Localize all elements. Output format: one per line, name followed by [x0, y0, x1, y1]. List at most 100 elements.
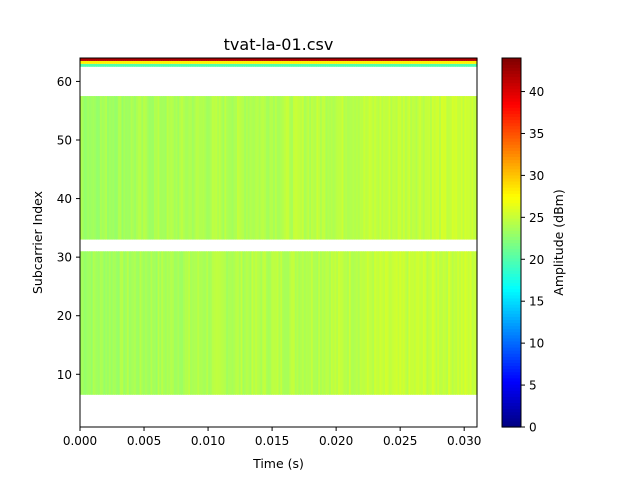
colorbar-segment — [502, 70, 521, 74]
heatmap-cell — [417, 63, 420, 67]
colorbar-segment — [502, 220, 521, 225]
heatmap-cell — [440, 58, 444, 61]
heatmap-cell — [125, 58, 128, 61]
heatmap-cell — [467, 60, 471, 64]
heatmap-cell — [110, 63, 114, 67]
heatmap-cell — [442, 60, 446, 64]
heatmap-cell — [139, 251, 142, 395]
heatmap-cell — [92, 60, 96, 64]
heatmap-cell — [419, 251, 422, 395]
heatmap-cell — [354, 58, 357, 61]
heatmap-cell — [108, 63, 112, 67]
heatmap-cell — [325, 251, 328, 395]
heatmap-cell — [108, 251, 112, 395]
colorbar-segment — [502, 414, 521, 419]
colorbar-segment — [502, 322, 521, 327]
heatmap-cell — [368, 251, 372, 395]
heatmap-cell — [399, 60, 402, 64]
heatmap-cell — [413, 58, 417, 61]
heatmap-cell — [372, 96, 375, 240]
heatmap-cell — [439, 251, 442, 395]
heatmap-cell — [172, 58, 175, 61]
colorbar-tick-label: 0 — [529, 421, 537, 435]
heatmap-cell — [168, 96, 171, 240]
heatmap-cell — [137, 58, 141, 61]
heatmap-cell — [433, 96, 437, 240]
heatmap-cell — [430, 63, 433, 67]
heatmap-cell — [397, 58, 401, 61]
heatmap-cell — [125, 251, 128, 395]
heatmap-cell — [466, 58, 469, 61]
heatmap-cell — [119, 60, 123, 64]
heatmap-cell — [403, 63, 406, 67]
heatmap-cell — [352, 58, 355, 61]
heatmap-cell — [276, 96, 280, 240]
heatmap-cell — [401, 60, 404, 64]
colorbar-segment — [502, 91, 521, 96]
heatmap-cell — [300, 251, 303, 395]
heatmap-cell — [170, 96, 173, 240]
heatmap-cell — [451, 96, 455, 240]
heatmap-cell — [338, 63, 341, 67]
heatmap-cell — [253, 58, 256, 61]
heatmap-cell — [80, 96, 83, 240]
heatmap-cell — [439, 96, 442, 240]
heatmap-cell — [348, 58, 352, 61]
heatmap-cell — [132, 251, 135, 395]
heatmap-cell — [242, 63, 245, 67]
heatmap-cell — [197, 251, 200, 395]
heatmap-cell — [224, 63, 227, 67]
colorbar-segment — [502, 383, 521, 388]
heatmap-cell — [226, 60, 229, 64]
heatmap-cell — [276, 251, 280, 395]
heatmap-cell — [143, 251, 146, 395]
heatmap-cell — [188, 58, 191, 61]
heatmap-cell — [424, 60, 428, 64]
heatmap-cell — [435, 60, 438, 64]
heatmap-cell — [81, 58, 85, 61]
colorbar-segment — [502, 423, 521, 428]
heatmap-cell — [280, 60, 283, 64]
heatmap-cell — [462, 58, 465, 61]
heatmap-cell — [289, 63, 292, 67]
heatmap-cell — [126, 63, 130, 67]
heatmap-cell — [186, 96, 189, 240]
heatmap-cell — [155, 60, 159, 64]
heatmap-cell — [271, 251, 274, 395]
heatmap-cell — [377, 58, 381, 61]
heatmap-cell — [363, 96, 366, 240]
heatmap-cell — [193, 58, 197, 61]
heatmap-cell — [388, 60, 391, 64]
heatmap-cell — [471, 60, 474, 64]
heatmap-cell — [202, 63, 206, 67]
heatmap-cell — [357, 96, 361, 240]
heatmap-cell — [128, 63, 132, 67]
heatmap-cell — [251, 251, 254, 395]
heatmap-cell — [101, 60, 105, 64]
heatmap-cell — [347, 60, 350, 64]
heatmap-cell — [345, 58, 348, 61]
heatmap-cell — [117, 63, 121, 67]
heatmap-cell — [181, 60, 184, 64]
heatmap-cell — [267, 96, 271, 240]
heatmap-cell — [193, 96, 197, 240]
heatmap-cell — [422, 58, 426, 61]
heatmap-cell — [229, 96, 233, 240]
heatmap-cell — [372, 58, 375, 61]
heatmap-cell — [227, 60, 231, 64]
colorbar-segment — [502, 156, 521, 161]
heatmap-cell — [200, 63, 204, 67]
heatmap-cell — [218, 96, 222, 240]
heatmap-cell — [330, 63, 334, 67]
heatmap-cell — [300, 60, 303, 64]
heatmap-cell — [177, 251, 180, 395]
heatmap-cell — [83, 58, 87, 61]
heatmap-cell — [161, 251, 164, 395]
heatmap-cell — [301, 251, 305, 395]
heatmap-cell — [238, 96, 242, 240]
heatmap-cell — [462, 63, 465, 67]
heatmap-cell — [422, 96, 426, 240]
heatmap-cell — [320, 251, 323, 395]
colorbar-tick-label: 20 — [529, 253, 544, 267]
heatmap-cell — [393, 251, 397, 395]
